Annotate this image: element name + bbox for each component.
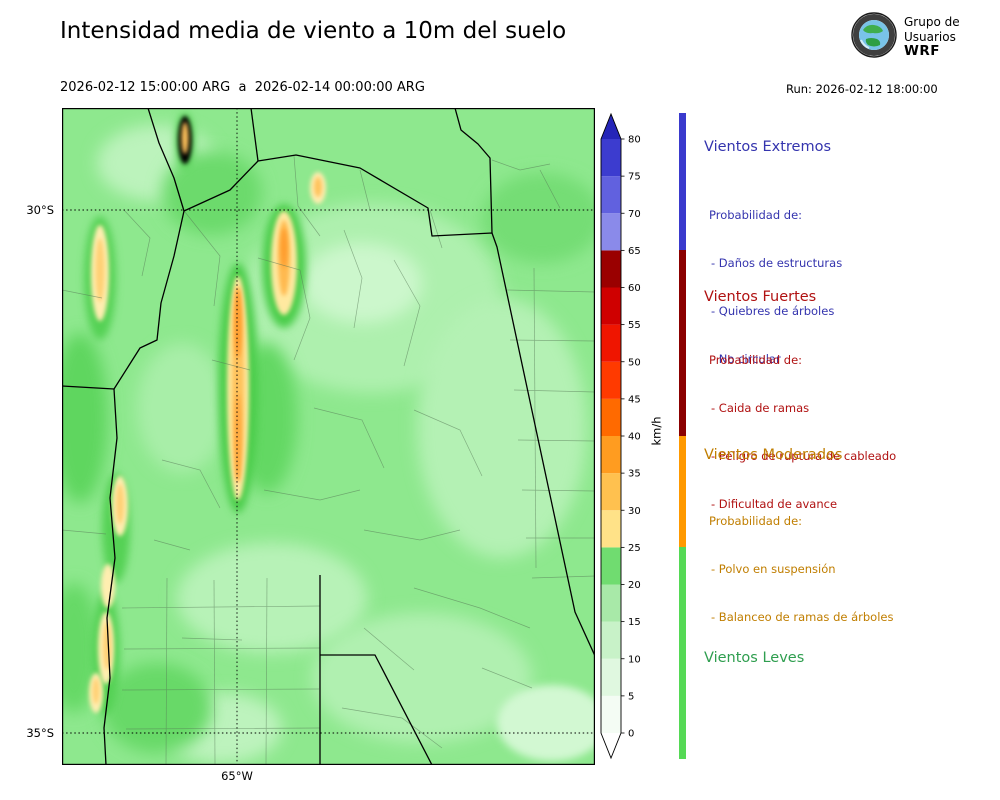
legend-item: - Polvo en suspensión — [711, 562, 836, 576]
legend-title-moderados: Vientos Moderados — [704, 447, 843, 463]
province-boundaries — [62, 108, 595, 765]
svg-text:70: 70 — [628, 209, 641, 220]
page-title: Intensidad media de viento a 10m del sue… — [60, 18, 567, 44]
logo-line2: Usuarios — [904, 29, 956, 44]
prob-header: Probabilidad de: — [709, 353, 803, 367]
svg-text:30: 30 — [628, 506, 641, 517]
legend-bar-leves — [679, 547, 686, 759]
legend-item: - Dificultad de avance — [711, 497, 838, 511]
svg-text:65: 65 — [628, 246, 641, 257]
svg-text:40: 40 — [628, 432, 641, 443]
svg-text:55: 55 — [628, 320, 641, 331]
legend-item: - No circular — [711, 352, 781, 366]
svg-text:60: 60 — [628, 283, 641, 294]
legend-body-fuertes: Probabilidad de: - Caida de ramas - Peli… — [709, 320, 896, 528]
colorbar: 0 5 10 15 20 25 30 35 40 45 50 55 60 65 70 75 80 — [600, 112, 641, 760]
svg-text:20: 20 — [628, 580, 641, 591]
colorbar-unit-label: km/h — [649, 416, 664, 446]
logo-line1: Grupo de — [904, 15, 960, 29]
svg-text:80: 80 — [628, 135, 641, 146]
svg-text:35: 35 — [628, 469, 641, 480]
wrf-logo: Grupo de Usuarios WRF — [851, 12, 960, 59]
legend-item: - Daños de estructuras — [711, 256, 843, 270]
department-boundaries — [62, 155, 595, 765]
svg-text:50: 50 — [628, 357, 641, 368]
forecast-period: 2026-02-12 15:00:00 ARG a 2026-02-14 00:… — [60, 80, 425, 95]
lat-label-35s: 35°S — [26, 726, 54, 740]
legend-bar-extremos — [679, 113, 686, 250]
map-border — [61, 107, 596, 766]
legend-body-moderados: Probabilidad de: - Polvo en suspensión -… — [709, 481, 893, 641]
prob-header: Probabilidad de: — [709, 208, 803, 222]
legend-item: - Caida de ramas — [711, 401, 810, 415]
svg-text:25: 25 — [628, 543, 641, 554]
legend-title-extremos: Vientos Extremos — [704, 139, 832, 155]
globe-icon — [851, 12, 897, 58]
map-svg — [61, 107, 596, 766]
lon-label-65w: 65°W — [221, 769, 253, 783]
legend-item: - Quiebres de árboles — [711, 304, 835, 318]
legend-title-leves: Vientos Leves — [704, 650, 805, 666]
legend-item: - Balanceo de ramas de árboles — [711, 610, 894, 624]
svg-text:0: 0 — [628, 729, 634, 740]
svg-text:45: 45 — [628, 394, 641, 405]
legend-bar-moderados — [679, 436, 686, 547]
svg-text:10: 10 — [628, 654, 641, 665]
wind-intensity-map — [61, 107, 596, 766]
prob-header: Probabilidad de: — [709, 514, 803, 528]
svg-text:75: 75 — [628, 172, 641, 183]
logo-line3: WRF — [904, 43, 941, 59]
svg-text:5: 5 — [628, 691, 634, 702]
legend-item: - Peligro de ruptura de cableado — [711, 449, 897, 463]
svg-text:15: 15 — [628, 617, 641, 628]
legend-title-fuertes: Vientos Fuertes — [704, 289, 817, 305]
legend-bar-fuertes — [679, 250, 686, 436]
graticule — [62, 108, 595, 765]
lat-label-30s: 30°S — [26, 203, 54, 217]
run-timestamp: Run: 2026-02-12 18:00:00 — [786, 82, 938, 96]
legend-body-extremos: Probabilidad de: - Daños de estructuras … — [709, 175, 842, 383]
